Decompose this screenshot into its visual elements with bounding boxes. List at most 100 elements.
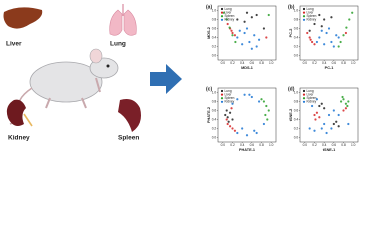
point: [264, 113, 267, 117]
point: [323, 122, 326, 126]
y-tick-label: 0.8: [212, 17, 217, 21]
point: [308, 127, 311, 130]
x-tick-label: 0.0: [303, 143, 308, 147]
point: [245, 11, 249, 14]
legend-swatch: [302, 18, 306, 21]
lung-icon: [123, 9, 137, 36]
point: [255, 131, 258, 135]
point: [253, 34, 256, 37]
y-tick-label: 0.0: [212, 135, 217, 139]
mouse-body: [29, 61, 103, 103]
legend-label: Liver: [307, 10, 315, 14]
point: [320, 25, 323, 28]
x-tick-label: 0.8: [259, 61, 264, 65]
point: [325, 131, 328, 135]
lung-icon: [109, 9, 123, 36]
legend-swatch: [220, 100, 224, 103]
point: [320, 29, 323, 32]
y-tick-label: 0.8: [212, 99, 217, 103]
y-axis-title: MDS-2: [207, 27, 211, 39]
point: [245, 134, 249, 137]
y-tick-label: 0.2: [212, 126, 217, 130]
y-tick-label: 0.6: [212, 26, 217, 30]
point: [231, 102, 234, 105]
point: [224, 113, 227, 117]
x-axis-title: MDS-1: [241, 66, 253, 70]
point: [318, 104, 321, 108]
y-tick-label: 0.4: [212, 35, 217, 39]
point: [315, 111, 319, 114]
point: [248, 40, 251, 44]
point: [341, 95, 344, 99]
legend-label: Lung: [307, 7, 314, 11]
x-tick-label: 1.0: [269, 143, 274, 147]
legend-swatch: [302, 11, 306, 14]
point: [310, 104, 314, 108]
point: [255, 45, 258, 48]
mouse-leg: [45, 77, 101, 109]
point: [236, 18, 239, 21]
spleen-icon: [118, 99, 141, 132]
y-tick-label: 0.0: [212, 53, 217, 57]
legend-label: Lung: [307, 89, 314, 93]
legend-label: Kidney: [225, 100, 235, 104]
point: [308, 29, 311, 32]
mouse-ear: [89, 48, 103, 64]
plot-frame: [299, 5, 359, 61]
legend-swatch: [220, 15, 224, 18]
point: [233, 34, 237, 37]
y-tick-label: 0.0: [294, 53, 299, 57]
point: [231, 127, 234, 130]
y-tick-label: 0.6: [212, 108, 217, 112]
point: [236, 36, 239, 39]
point: [260, 98, 263, 101]
point: [257, 100, 261, 103]
legend-label: Spleen: [307, 14, 317, 18]
point: [337, 125, 340, 128]
point: [342, 109, 345, 112]
point: [318, 36, 321, 39]
x-tick-label: 0.2: [312, 61, 317, 65]
point: [227, 120, 230, 123]
point: [347, 100, 350, 103]
panel-label: (c): [206, 86, 212, 92]
point: [236, 131, 239, 135]
point: [228, 26, 231, 29]
point: [345, 26, 348, 29]
legend-swatch: [302, 89, 306, 93]
legend-label: Liver: [225, 92, 233, 96]
y-tick-label: 0.4: [212, 117, 217, 121]
point: [267, 109, 270, 112]
point: [313, 43, 316, 46]
x-tick-label: 0.6: [250, 143, 255, 147]
mouse-eye: [106, 64, 110, 68]
point: [250, 16, 253, 19]
legend-label: Spleen: [225, 96, 235, 100]
plot-frame: [299, 87, 359, 143]
point: [330, 127, 333, 130]
y-tick-label: 0.6: [294, 26, 299, 30]
x-axis-title: tSNE-1: [323, 148, 335, 152]
x-tick-label: 0.4: [322, 61, 327, 65]
point: [250, 95, 253, 99]
x-tick-label: 0.2: [312, 143, 317, 147]
x-tick-label: 0.0: [303, 61, 308, 65]
point: [320, 102, 323, 105]
point: [228, 125, 232, 128]
y-axis-title: PC-2: [289, 29, 293, 38]
point: [236, 98, 239, 101]
kidney-icon: [6, 99, 26, 126]
legend-label: Liver: [225, 10, 233, 14]
point: [231, 34, 234, 37]
point: [330, 16, 333, 19]
point: [344, 102, 348, 105]
point: [309, 38, 312, 41]
point: [248, 93, 251, 96]
legend-label: Spleen: [225, 14, 235, 18]
panel-label: (d): [288, 86, 295, 92]
point: [332, 122, 335, 126]
y-tick-label: 0.2: [212, 44, 217, 48]
point: [241, 43, 244, 46]
legend-swatch: [302, 97, 306, 100]
legend-swatch: [220, 18, 224, 21]
